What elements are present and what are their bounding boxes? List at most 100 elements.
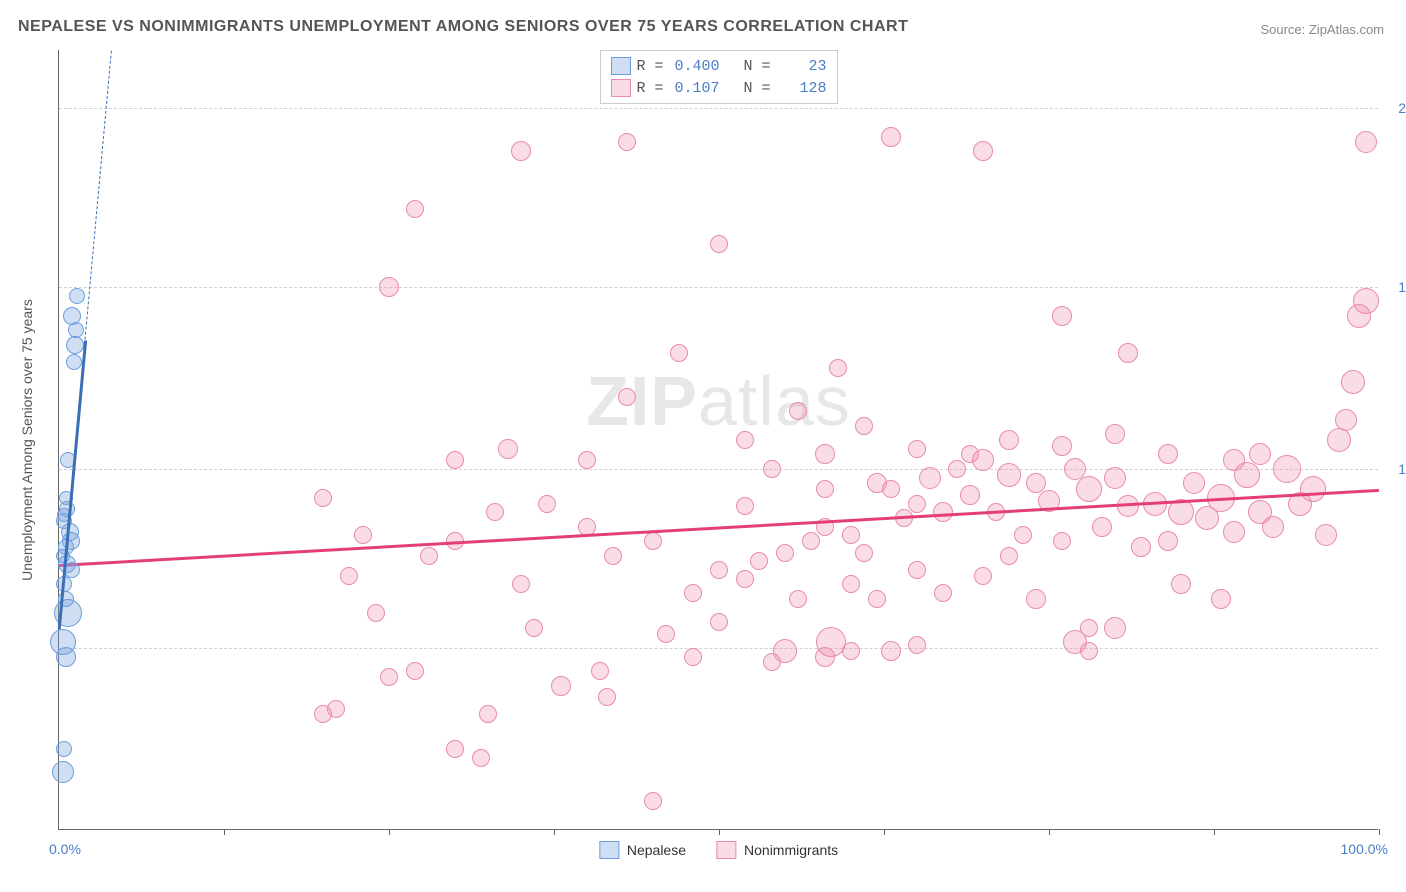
pink-point xyxy=(420,547,438,565)
legend-pink-name: Nonimmigrants xyxy=(744,842,838,858)
pink-point xyxy=(1104,467,1126,489)
pink-point xyxy=(578,451,596,469)
pink-point xyxy=(1171,574,1191,594)
x-tick xyxy=(1379,829,1380,835)
pink-point xyxy=(591,662,609,680)
swatch-blue xyxy=(610,57,630,75)
pink-point xyxy=(657,625,675,643)
pink-point xyxy=(406,662,424,680)
pink-point xyxy=(948,460,966,478)
pink-point xyxy=(829,359,847,377)
x-axis-max-label: 100.0% xyxy=(1341,841,1388,857)
pink-point xyxy=(960,485,980,505)
blue-point xyxy=(52,761,74,783)
swatch-blue xyxy=(599,841,619,859)
swatch-pink xyxy=(610,79,630,97)
x-axis-min-label: 0.0% xyxy=(49,841,81,857)
pink-point xyxy=(472,749,490,767)
pink-point xyxy=(446,740,464,758)
pink-point xyxy=(1300,476,1326,502)
legend-r-label: R = xyxy=(636,58,663,75)
pink-point xyxy=(855,544,873,562)
y-tick-label: 18.8% xyxy=(1398,279,1406,295)
pink-point xyxy=(934,584,952,602)
source-label: Source: ZipAtlas.com xyxy=(1260,22,1384,37)
blue-point xyxy=(66,354,82,370)
blue-trendline xyxy=(58,340,87,629)
x-tick xyxy=(224,829,225,835)
pink-point xyxy=(908,440,926,458)
blue-point xyxy=(56,741,72,757)
pink-point xyxy=(1262,516,1284,538)
pink-point xyxy=(855,417,873,435)
x-tick xyxy=(389,829,390,835)
pink-point xyxy=(776,544,794,562)
pink-point xyxy=(354,526,372,544)
x-tick xyxy=(554,829,555,835)
pink-point xyxy=(710,561,728,579)
pink-point xyxy=(710,613,728,631)
pink-point xyxy=(933,502,953,522)
pink-point xyxy=(1117,495,1139,517)
pink-point xyxy=(1104,617,1126,639)
pink-point xyxy=(908,636,926,654)
pink-point xyxy=(736,431,754,449)
pink-point xyxy=(1315,524,1337,546)
x-tick xyxy=(719,829,720,835)
pink-point xyxy=(1080,619,1098,637)
pink-point xyxy=(340,567,358,585)
pink-point xyxy=(479,705,497,723)
legend-blue-name: Nepalese xyxy=(627,842,686,858)
watermark-bold: ZIP xyxy=(586,362,698,440)
pink-point xyxy=(815,444,835,464)
pink-point xyxy=(1158,444,1178,464)
grid-line xyxy=(59,648,1378,649)
pink-trendline xyxy=(59,489,1379,567)
pink-point xyxy=(1076,476,1102,502)
y-axis-title: Unemployment Among Seniors over 75 years xyxy=(19,299,35,581)
legend-row-pink: R = 0.107 N = 128 xyxy=(610,77,826,99)
pink-point xyxy=(908,495,926,513)
legend-blue-n: 23 xyxy=(777,58,827,75)
pink-point xyxy=(1000,547,1018,565)
grid-line xyxy=(59,469,1378,470)
plot-area: ZIPatlas Unemployment Among Seniors over… xyxy=(58,50,1378,830)
pink-point xyxy=(525,619,543,637)
pink-point xyxy=(974,567,992,585)
grid-line xyxy=(59,287,1378,288)
pink-point xyxy=(1273,455,1301,483)
y-tick-label: 25.0% xyxy=(1398,100,1406,116)
pink-point xyxy=(1335,409,1357,431)
watermark-light: atlas xyxy=(698,362,851,440)
pink-point xyxy=(816,480,834,498)
pink-point xyxy=(1080,642,1098,660)
pink-point xyxy=(618,388,636,406)
x-tick xyxy=(1049,829,1050,835)
pink-point xyxy=(314,489,332,507)
blue-trendline-dashed xyxy=(85,50,112,339)
pink-point xyxy=(881,127,901,147)
pink-point xyxy=(367,604,385,622)
legend-blue-r: 0.400 xyxy=(670,58,720,75)
pink-point xyxy=(1118,343,1138,363)
pink-point xyxy=(999,430,1019,450)
pink-point xyxy=(512,575,530,593)
legend-pink-r: 0.107 xyxy=(670,80,720,97)
pink-point xyxy=(882,480,900,498)
pink-point xyxy=(498,439,518,459)
legend-n-label: N = xyxy=(726,80,771,97)
pink-point xyxy=(1053,532,1071,550)
chart-title: NEPALESE VS NONIMMIGRANTS UNEMPLOYMENT A… xyxy=(18,18,908,36)
pink-point xyxy=(881,641,901,661)
pink-point xyxy=(1131,537,1151,557)
pink-point xyxy=(1327,428,1351,452)
swatch-pink xyxy=(716,841,736,859)
legend-stats: R = 0.400 N = 23 R = 0.107 N = 128 xyxy=(599,50,837,104)
pink-point xyxy=(1341,370,1365,394)
blue-point xyxy=(50,629,76,655)
pink-point xyxy=(670,344,688,362)
pink-point xyxy=(1223,449,1245,471)
pink-point xyxy=(618,133,636,151)
pink-point xyxy=(684,584,702,602)
pink-point xyxy=(1211,589,1231,609)
